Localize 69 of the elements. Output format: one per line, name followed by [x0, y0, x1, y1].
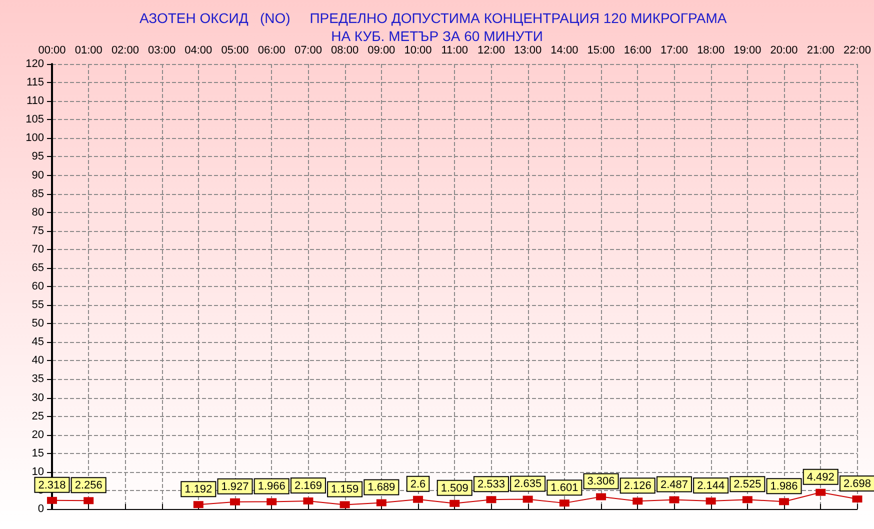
- y-tick-label: 35: [32, 373, 44, 386]
- x-tick-label: 19:00: [734, 44, 762, 56]
- y-tick-label: 105: [26, 114, 44, 126]
- data-label: 2.698: [843, 478, 871, 490]
- data-label: 2.256: [74, 480, 102, 492]
- x-tick-label: 12:00: [477, 44, 505, 56]
- y-tick-label: 40: [32, 354, 44, 367]
- y-tick-label: 70: [32, 243, 44, 256]
- data-label: 3.306: [587, 476, 615, 488]
- y-tick-label: 20: [32, 428, 44, 441]
- y-tick-label: 85: [32, 188, 44, 200]
- y-tick-label: 75: [32, 224, 44, 237]
- data-label: 1.927: [221, 480, 249, 493]
- x-tick-label: 02:00: [111, 44, 139, 56]
- data-label: 2.318: [38, 479, 66, 492]
- x-tick-label: 13:00: [514, 44, 542, 56]
- y-tick-label: 15: [32, 447, 44, 460]
- y-tick-label: 95: [32, 150, 44, 163]
- y-tick-label: 25: [32, 410, 44, 422]
- x-tick-label: 09:00: [368, 44, 396, 56]
- x-tick-label: 16:00: [624, 44, 652, 56]
- y-tick-label: 0: [38, 503, 44, 515]
- data-label: 2.635: [514, 478, 542, 490]
- data-label: 1.159: [331, 484, 359, 496]
- y-tick-label: 90: [32, 169, 44, 182]
- data-label: 2.144: [697, 480, 725, 492]
- x-tick-label: 08:00: [331, 44, 359, 56]
- x-tick-label: 22:00: [843, 44, 871, 56]
- data-label: 1.601: [550, 482, 578, 494]
- y-tick-label: 45: [32, 336, 44, 348]
- data-label: 1.192: [184, 484, 212, 496]
- data-label: 2.6: [410, 478, 426, 490]
- y-tick-label: 10: [32, 466, 44, 478]
- y-tick-label: 80: [32, 206, 44, 218]
- x-tick-label: 05:00: [221, 44, 249, 56]
- x-tick-label: 18:00: [697, 44, 725, 56]
- y-tick-label: 115: [26, 76, 44, 89]
- data-label: 2.169: [294, 480, 322, 492]
- data-label: 1.509: [440, 482, 468, 494]
- y-tick-label: 100: [26, 132, 44, 144]
- y-tick-label: 55: [32, 299, 44, 312]
- x-tick-label: 15:00: [587, 44, 615, 56]
- x-tick-label: 07:00: [294, 44, 322, 56]
- x-tick-label: 03:00: [148, 44, 176, 56]
- x-tick-label: 00:00: [38, 44, 66, 56]
- x-tick-label: 04:00: [184, 44, 212, 56]
- data-label: 1.986: [770, 480, 798, 493]
- x-tick-label: 01:00: [74, 44, 102, 56]
- y-tick-label: 110: [26, 95, 44, 108]
- data-label: 1.689: [368, 482, 396, 494]
- chart-title: АЗОТЕН ОКСИД (NO) ПРЕДЕЛНО ДОПУСТИМА КОНЦЕНТРАЦИЯ 120 МИКРОГРАМА НА КУБ. МЕТЪР ЗА 60 МИНУТИ: [139, 10, 735, 44]
- data-label: 1.966: [258, 480, 286, 493]
- y-tick-label: 65: [32, 262, 44, 274]
- x-tick-label: 14:00: [550, 44, 578, 56]
- y-tick-label: 120: [26, 58, 44, 70]
- x-tick-label: 11:00: [441, 44, 468, 56]
- data-label: 4.492: [806, 471, 834, 484]
- x-tick-label: 06:00: [258, 44, 286, 56]
- data-label: 2.533: [477, 478, 505, 491]
- y-tick-label: 60: [32, 280, 44, 292]
- y-tick-label: 50: [32, 318, 44, 330]
- data-label: 2.126: [624, 480, 652, 492]
- data-label: 2.487: [660, 478, 688, 491]
- y-tick-label: 30: [32, 392, 44, 404]
- x-tick-label: 21:00: [806, 44, 834, 56]
- x-tick-label: 17:00: [660, 44, 688, 56]
- x-tick-label: 20:00: [770, 44, 798, 56]
- data-label: 2.525: [734, 478, 762, 491]
- x-tick-label: 10:00: [404, 44, 432, 56]
